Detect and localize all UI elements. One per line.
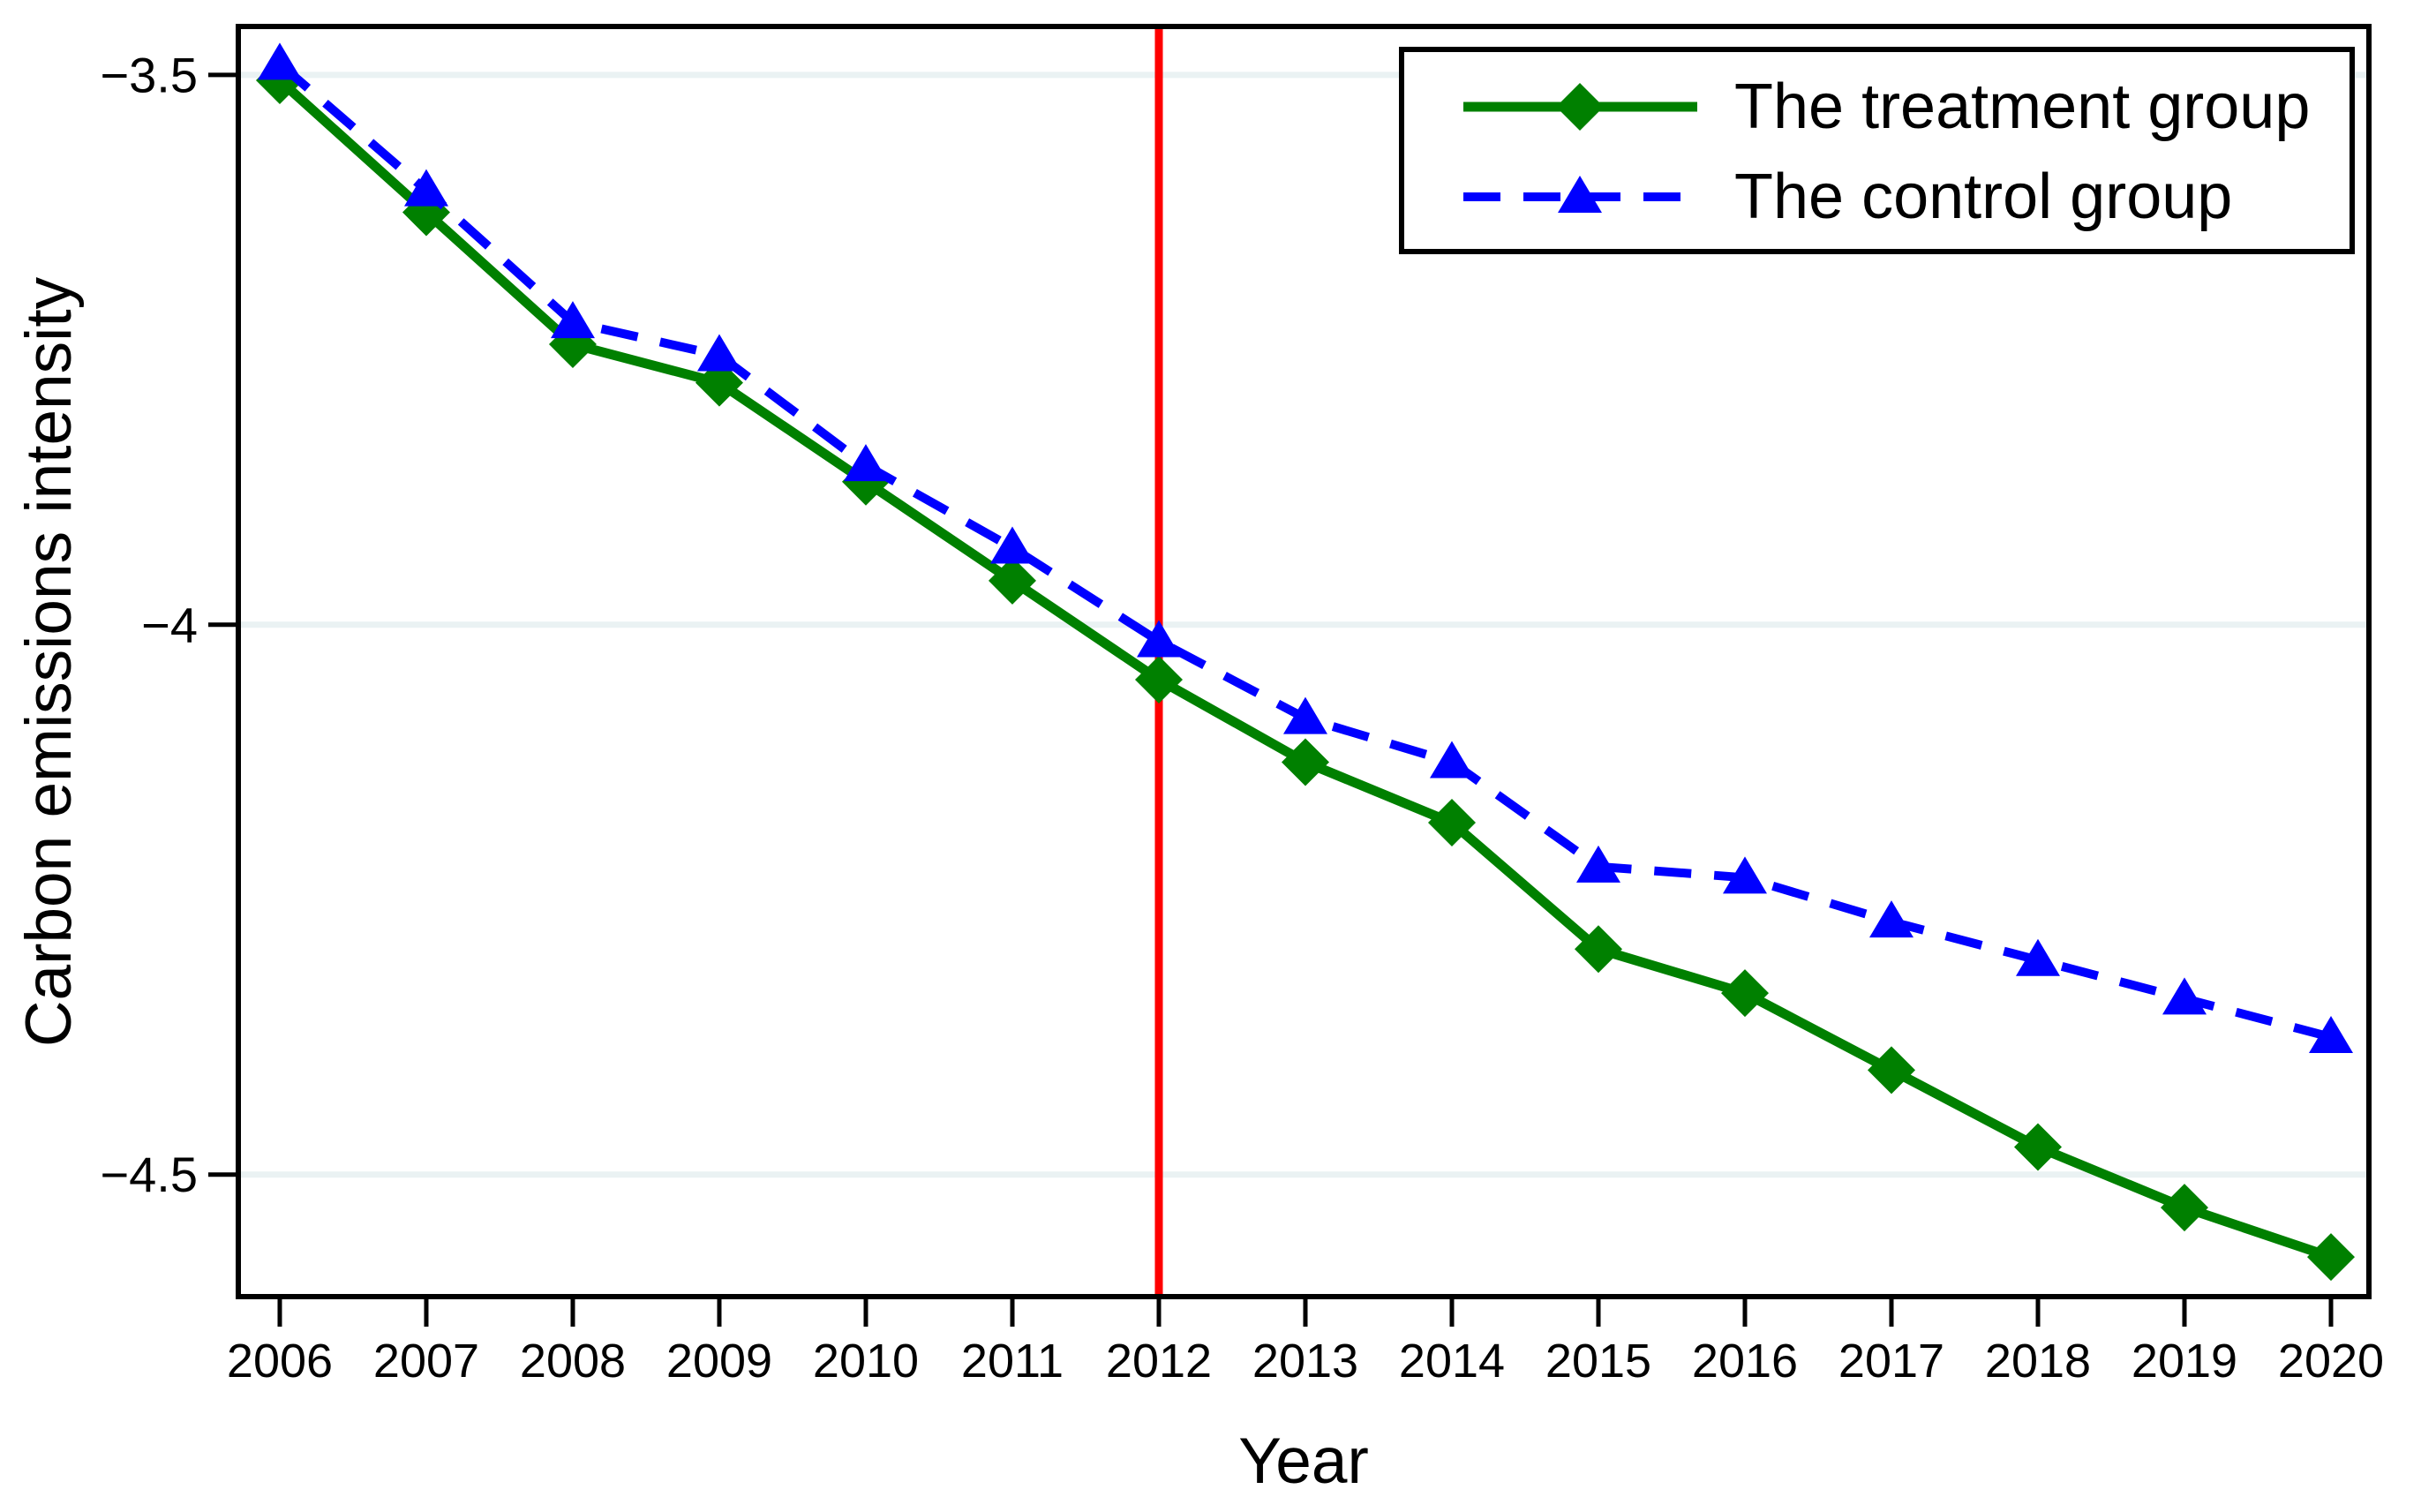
series-group — [255, 42, 2356, 1282]
diamond-marker-icon — [1556, 83, 1604, 131]
diamond-marker — [988, 556, 1036, 605]
diamond-marker — [1720, 969, 1769, 1018]
x-tick-label: 2012 — [1106, 1335, 1212, 1388]
triangle-marker — [1575, 845, 1620, 883]
y-axis-title: Carbon emissions intensity — [13, 276, 85, 1047]
x-tick-label: 2006 — [227, 1335, 333, 1388]
triangle-marker — [257, 42, 302, 80]
x-tick-label: 2010 — [813, 1335, 919, 1388]
triangle-marker — [1136, 620, 1181, 658]
diamond-marker — [1134, 656, 1183, 704]
series-line-treatment — [276, 76, 2333, 1262]
x-axis-ticks: 2006 2007 2008 2009 2010 2011 2012 2013 2014 2015… — [227, 1297, 2384, 1388]
triangle-marker — [2162, 977, 2207, 1015]
diamond-marker — [2307, 1233, 2356, 1282]
triangle-marker — [2016, 938, 2061, 976]
triangle-marker — [1282, 696, 1327, 734]
triangle-marker — [403, 169, 448, 207]
triangle-marker — [989, 526, 1034, 564]
triangle-marker — [843, 444, 888, 482]
legend-box — [1399, 47, 2355, 254]
triangle-marker — [2309, 1015, 2354, 1053]
legend-label-control: The control group — [1734, 162, 2232, 232]
diamond-marker — [1427, 799, 1476, 847]
diamond-marker — [1574, 925, 1622, 974]
y-tick-label: −3.5 — [100, 47, 198, 102]
x-tick-label: 2018 — [1985, 1335, 2091, 1388]
triangle-marker-icon — [1558, 176, 1602, 213]
x-tick-label: 2007 — [373, 1335, 479, 1388]
diamond-marker — [1867, 1046, 1915, 1095]
diamond-marker — [1281, 738, 1329, 786]
triangle-marker — [1868, 900, 1913, 938]
x-tick-label: 2008 — [520, 1335, 626, 1388]
x-tick-label: 2016 — [1692, 1335, 1798, 1388]
diamond-marker — [2161, 1184, 2209, 1232]
x-tick-label: 2014 — [1399, 1335, 1505, 1388]
x-axis-title: Year — [1238, 1425, 1369, 1497]
triangle-marker — [1429, 741, 1474, 779]
x-tick-label: 2017 — [1838, 1335, 1944, 1388]
triangle-marker — [696, 334, 741, 372]
y-axis-ticks: −3.5 −4 −4.5 — [100, 47, 238, 1202]
triangle-marker — [550, 301, 595, 339]
x-tick-label: 2013 — [1252, 1335, 1358, 1388]
x-tick-label: 2020 — [2278, 1335, 2384, 1388]
legend: The treatment group The control group — [1399, 47, 2355, 254]
legend-label-treatment: The treatment group — [1734, 71, 2310, 142]
x-tick-label: 2011 — [961, 1335, 1064, 1388]
triangle-marker — [1722, 856, 1767, 894]
y-tick-label: −4 — [141, 597, 198, 652]
x-tick-label: 2015 — [1545, 1335, 1651, 1388]
diamond-marker — [2014, 1123, 2063, 1171]
y-tick-label: −4.5 — [100, 1147, 198, 1202]
x-tick-label: 2009 — [666, 1335, 772, 1388]
x-tick-label: 2019 — [2132, 1335, 2237, 1388]
